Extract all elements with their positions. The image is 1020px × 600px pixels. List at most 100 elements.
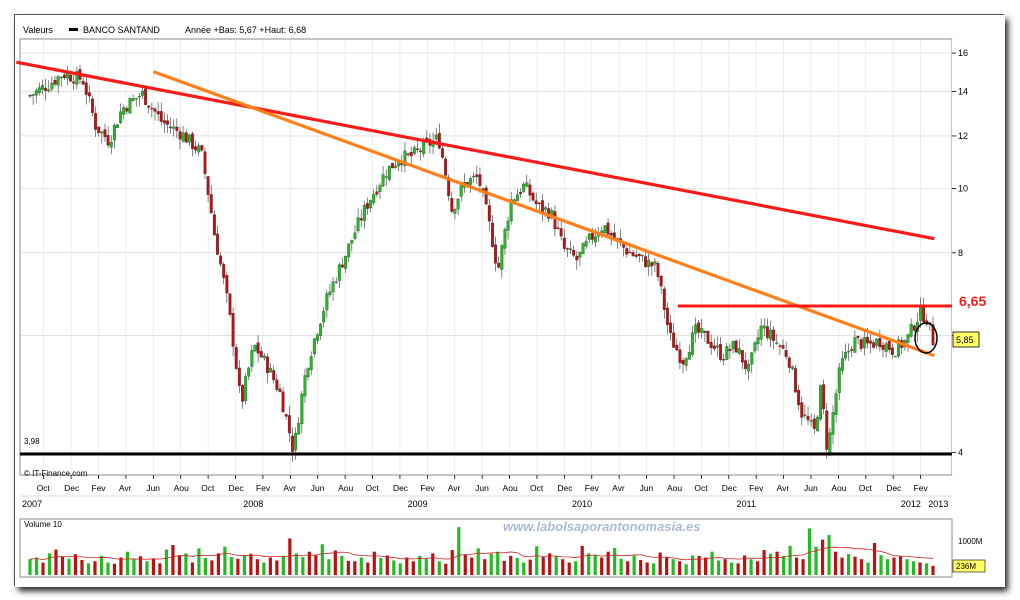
volume-bar	[502, 560, 506, 575]
candle-body	[369, 200, 373, 209]
candle-body	[884, 343, 888, 352]
x-year-label: 2010	[572, 499, 592, 509]
candle-body	[800, 402, 804, 418]
candle-body	[544, 207, 548, 210]
candle-body	[200, 145, 204, 151]
volume-bar	[639, 560, 643, 575]
candle-body	[622, 244, 626, 248]
candle-body	[809, 420, 813, 422]
candle-body	[909, 323, 913, 337]
x-tick-label: Dec	[393, 483, 409, 493]
candle-body	[515, 194, 519, 202]
candle-body	[356, 217, 360, 232]
candle-body	[100, 131, 104, 134]
candle-body	[394, 165, 398, 168]
candle-body	[831, 412, 835, 435]
candle-body	[731, 341, 735, 350]
candle-body	[328, 291, 332, 296]
candle-body	[931, 324, 935, 346]
candles	[28, 64, 935, 462]
candle-body	[862, 337, 866, 349]
x-tick-label: Oct	[366, 483, 380, 493]
candle-body	[272, 370, 276, 381]
candle-body	[222, 264, 226, 279]
volume-bar	[580, 545, 584, 575]
volume-bar	[755, 561, 760, 575]
volume-bar	[294, 553, 298, 575]
volume-bar	[496, 551, 500, 575]
candle-body	[506, 220, 510, 231]
candle-body	[697, 322, 701, 333]
x-year-label: 2012	[901, 499, 921, 509]
candle-body	[853, 337, 857, 353]
candle-body	[269, 368, 273, 373]
volume-bar	[561, 559, 565, 575]
volume-bar	[606, 551, 610, 575]
candle-body	[266, 356, 269, 374]
candle-body	[337, 264, 341, 281]
candle-body	[478, 174, 482, 186]
candle-body	[644, 256, 647, 267]
volume-bar	[80, 560, 84, 575]
volume-bar	[736, 563, 740, 575]
candle-body	[275, 379, 279, 390]
candle-body	[53, 80, 57, 85]
volume-bar	[619, 558, 623, 575]
candle-body	[216, 233, 219, 255]
candle-body	[59, 76, 63, 79]
volume-bar	[60, 556, 65, 575]
candle-body	[344, 255, 348, 269]
volume-bar	[840, 557, 844, 575]
candle-body	[440, 148, 444, 158]
candle-body	[412, 147, 416, 154]
candle-body	[509, 199, 513, 222]
x-tick-label: Oct	[201, 483, 215, 493]
candle-body	[150, 107, 154, 110]
x-tick-label: Fev	[420, 483, 435, 493]
volume-bar	[814, 546, 818, 575]
candle-body	[734, 340, 738, 353]
x-tick-label: Jun	[475, 483, 489, 493]
candle-body	[500, 245, 504, 270]
volume-bar	[730, 562, 734, 575]
candle-body	[475, 174, 479, 177]
volume-bar	[613, 547, 617, 575]
candle-body	[803, 414, 807, 416]
volume-bar	[833, 551, 838, 575]
candle-body	[834, 393, 838, 415]
candle-body	[309, 356, 313, 371]
candle-body	[640, 254, 644, 257]
volume-bar	[723, 559, 727, 575]
volume-bar	[145, 561, 149, 575]
volume-bar	[210, 560, 214, 575]
candle-body	[525, 182, 529, 187]
volume-bar	[515, 557, 519, 575]
candle-body	[228, 293, 232, 315]
chart-frame: 46810121416 OctDecFevAvrJunAouOctDecFevA…	[14, 14, 1005, 587]
candle-body	[347, 243, 351, 258]
candle-body	[469, 178, 473, 185]
x-tick-label: Oct	[37, 483, 51, 493]
candle-body	[209, 194, 213, 214]
candle-body	[556, 227, 560, 229]
volume-bar	[898, 556, 903, 575]
year-range: Année +Bas: 5,67 +Haut: 6,68	[185, 25, 306, 35]
y-tick-label: 10	[958, 183, 968, 193]
last-price-label: 5,85	[956, 335, 974, 345]
x-tick-label: Fev	[92, 483, 107, 493]
candle-body	[197, 145, 201, 153]
candle-body	[212, 214, 216, 236]
trend-lines	[15, 60, 952, 456]
y-tick-label: 12	[958, 131, 968, 141]
volume-bars	[28, 527, 935, 575]
candle-body	[294, 432, 298, 451]
volume-bar	[340, 555, 344, 575]
last-price-box	[952, 331, 980, 348]
volume-bar	[587, 553, 591, 575]
candle-body	[603, 225, 607, 234]
candle-body	[119, 111, 123, 123]
candle-body	[187, 134, 191, 143]
candle-body	[869, 340, 872, 344]
candle-body	[875, 338, 879, 346]
candle-body	[256, 342, 260, 354]
